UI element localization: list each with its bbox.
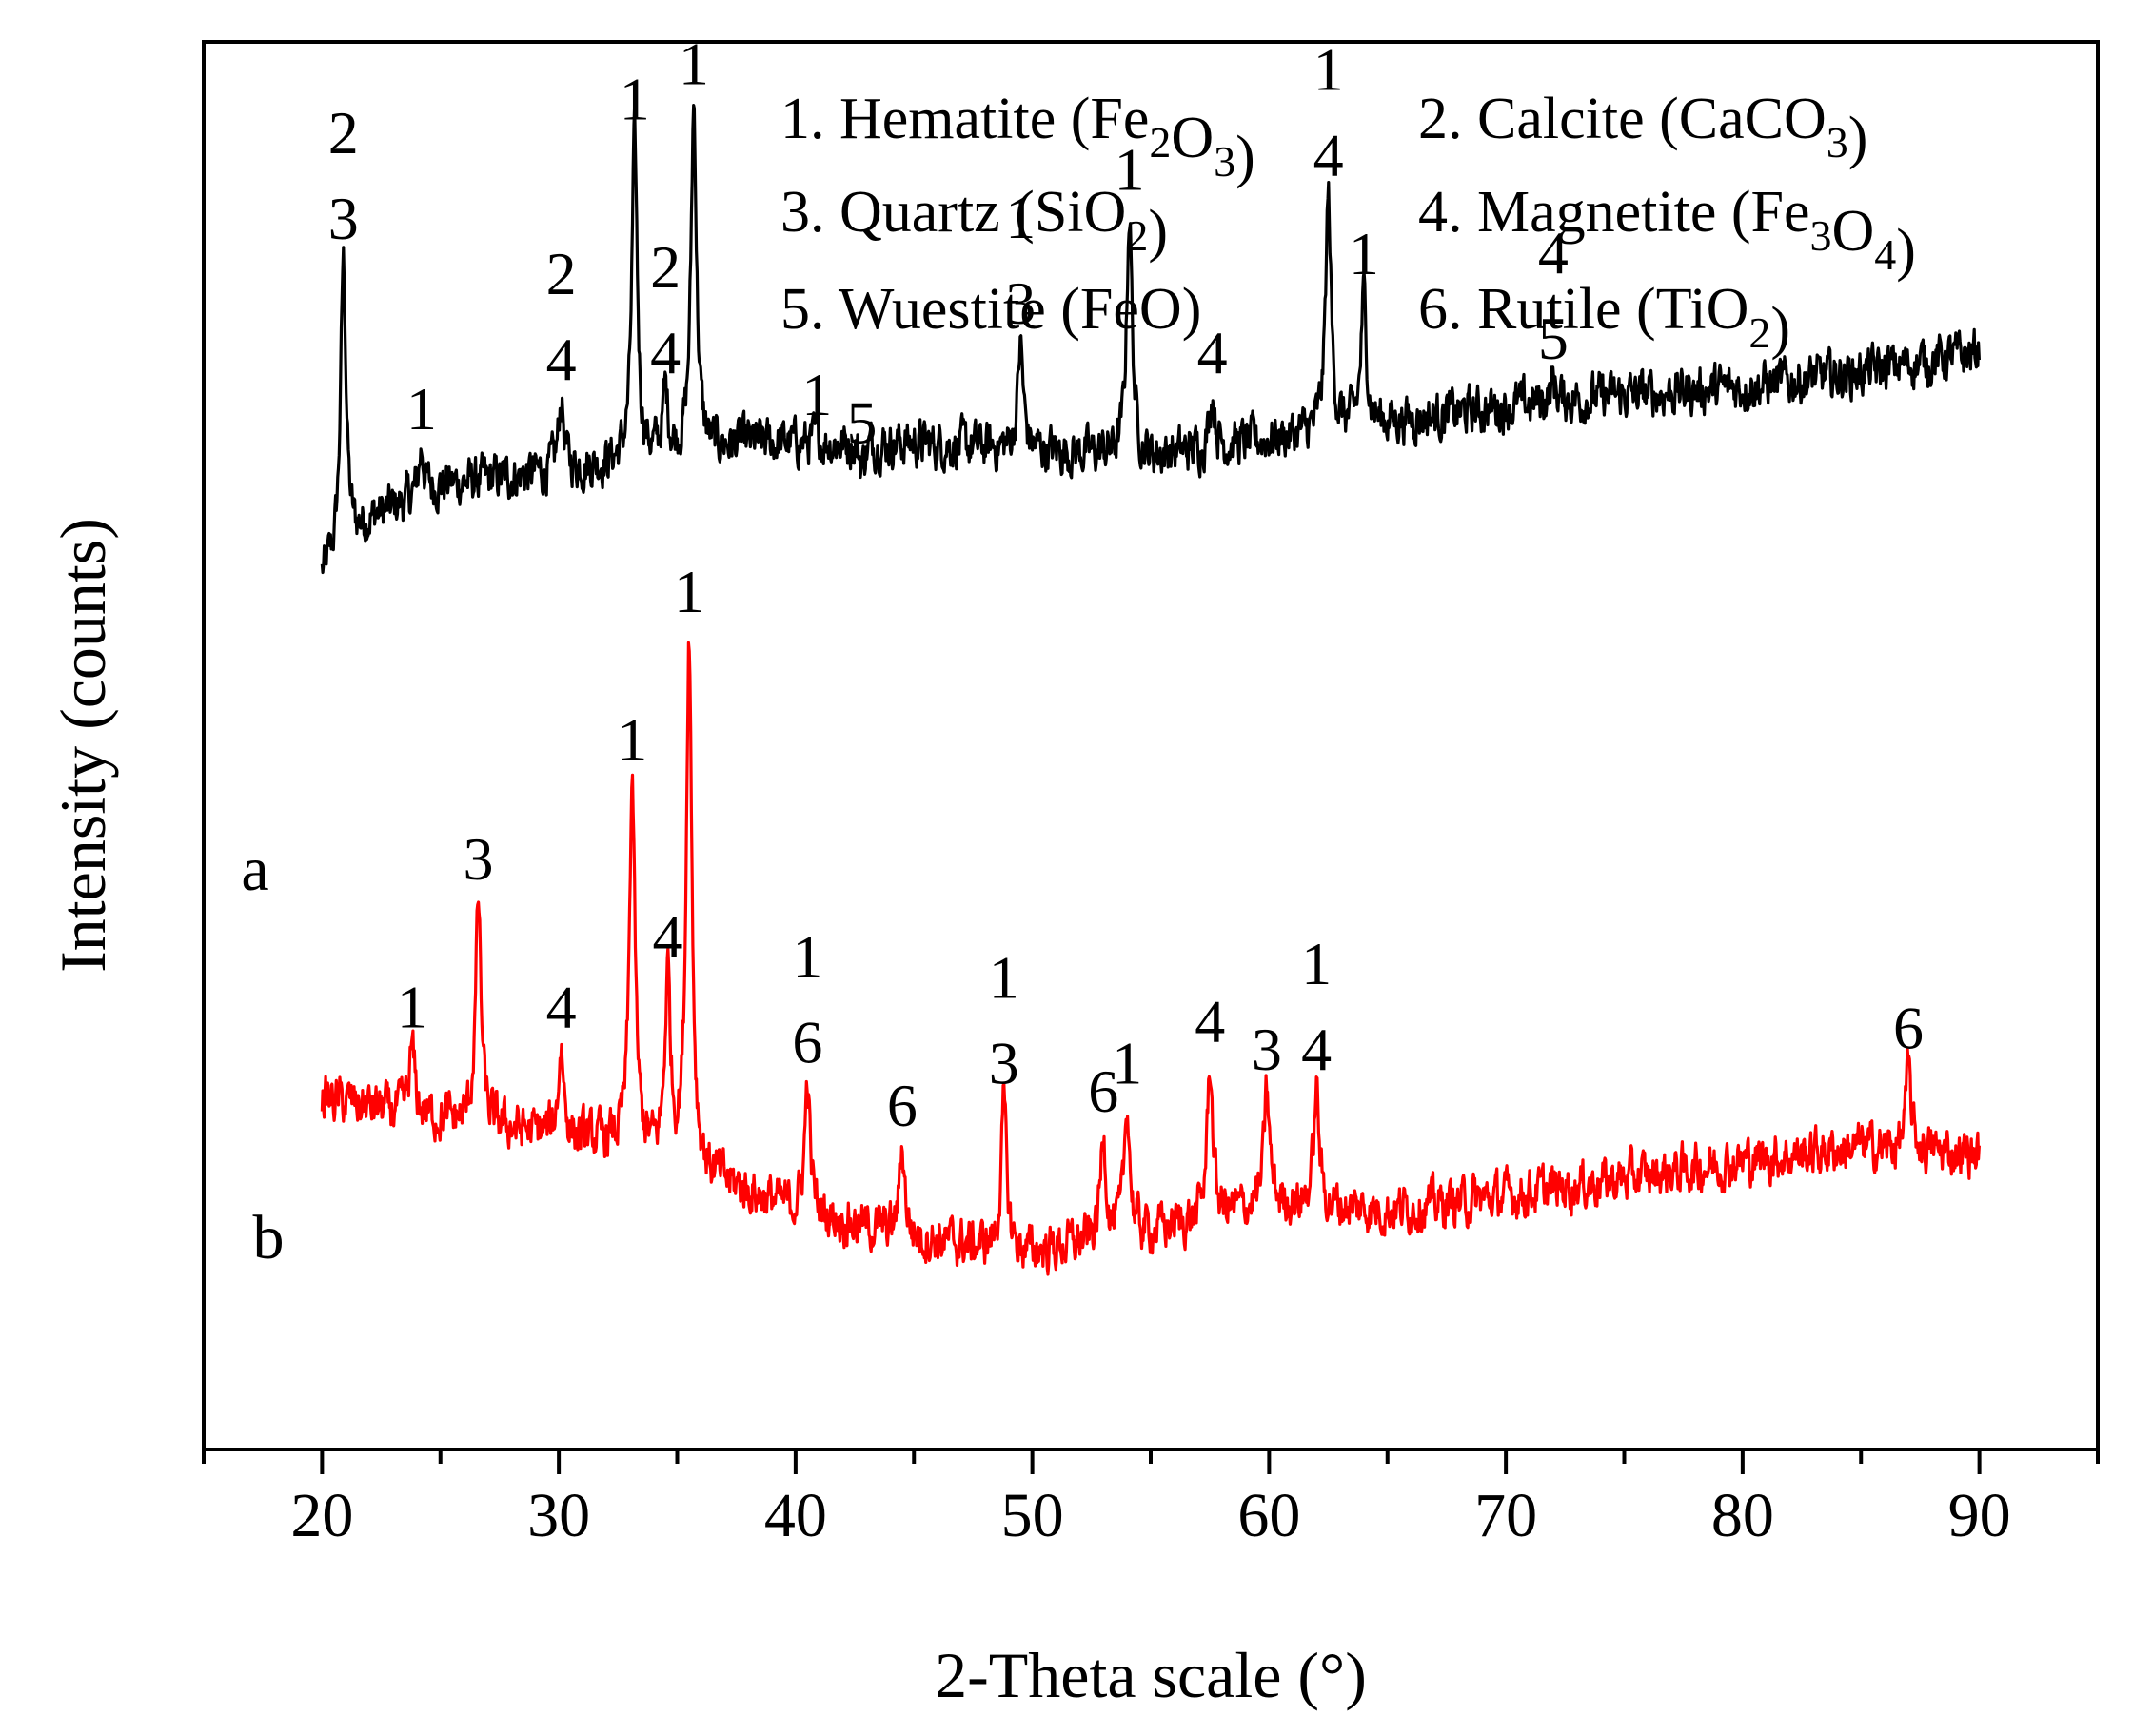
legend-close: ) <box>1148 199 1168 264</box>
legend-entry: 3. Quartz ( <box>780 180 1035 245</box>
peak-label: 2 <box>546 240 577 307</box>
peak-label: 3 <box>328 185 359 252</box>
peak-label: 4 <box>546 973 577 1040</box>
peak-label: 5 <box>847 389 878 457</box>
peak-label: 3 <box>464 825 494 893</box>
peak-label: 3 <box>1252 1016 1282 1083</box>
peak-label: 1 <box>1301 930 1332 997</box>
formula-part: CaCO <box>1679 87 1827 151</box>
peak-label: 4 <box>1538 219 1569 286</box>
formula-part: TiO <box>1656 277 1749 342</box>
formula-part: FeO <box>1080 277 1182 342</box>
formula-part: O <box>1171 106 1214 170</box>
peak-label: 1 <box>620 66 650 133</box>
peak-label: 2 <box>650 233 681 301</box>
peak-label: 1 <box>679 30 709 98</box>
legend: 1. Hematite (Fe2O3)2. Calcite (CaCO3) 3. … <box>780 87 1916 361</box>
formula-part: O <box>1832 199 1875 264</box>
peak-label: 4 <box>1197 319 1228 386</box>
legend-close: ) <box>1182 277 1202 342</box>
peak-label: 3 <box>1005 269 1036 337</box>
peak-label: 1 <box>1349 220 1379 287</box>
y-axis-title: Intensity (counts) <box>47 518 119 973</box>
peak-label: 3 <box>989 1030 1019 1097</box>
legend-close: ) <box>1848 106 1868 170</box>
legend-entry: 1. Hematite ( <box>780 87 1090 151</box>
peak-label: 1 <box>1005 184 1036 251</box>
peak-label: 4 <box>1313 122 1344 189</box>
peak-label: 1 <box>397 973 427 1040</box>
legend-close: ) <box>1235 125 1255 189</box>
peak-label: 1 <box>989 944 1019 1012</box>
peak-label: 2 <box>328 99 359 167</box>
x-tick-label: 60 <box>1237 1481 1300 1550</box>
peak-label: 6 <box>887 1072 918 1139</box>
peak-label: 4 <box>1195 987 1225 1055</box>
peak-label: 4 <box>546 326 577 393</box>
legend-close: ) <box>1770 296 1790 361</box>
series-label-b: b <box>253 1203 285 1272</box>
peak-label: 1 <box>1313 36 1344 104</box>
legend-entry: 2. Calcite ( <box>1418 87 1679 151</box>
x-axis-ticks <box>202 1450 2100 1474</box>
legend-entry: 4. Magnetite ( <box>1418 180 1751 245</box>
peak-label: 4 <box>1301 1016 1332 1083</box>
peak-label: 5 <box>1538 305 1569 372</box>
legend-entry: 6. Rutile ( <box>1418 277 1656 342</box>
formula-part: 3 <box>1827 118 1848 167</box>
peak-label: 6 <box>792 1008 822 1075</box>
x-tick-label: 90 <box>1948 1481 2011 1550</box>
peak-label: 6 <box>1088 1057 1118 1125</box>
x-axis-tick-labels: 20 30 40 50 60 70 80 90 <box>290 1481 2010 1550</box>
formula-part: SiO <box>1035 180 1126 245</box>
peak-label: 1 <box>792 922 822 990</box>
peak-label: 1 <box>1115 135 1145 203</box>
series-line-b <box>320 641 1981 1276</box>
peak-label: 1 <box>1112 1030 1142 1097</box>
peak-label: 4 <box>650 319 681 386</box>
x-tick-label: 20 <box>290 1481 353 1550</box>
series-layer <box>320 104 1981 1276</box>
formula-part: 3 <box>1810 211 1832 260</box>
peak-label: 6 <box>1893 995 1924 1062</box>
peak-label: 4 <box>653 903 683 971</box>
x-tick-label: 30 <box>527 1481 590 1550</box>
x-tick-label: 50 <box>1001 1481 1064 1550</box>
legend-close: ) <box>1896 218 1916 283</box>
series-labels: ab <box>241 835 284 1272</box>
series-label-a: a <box>241 835 268 904</box>
formula-part: 2 <box>1126 211 1148 260</box>
legend-entry: 5. Wuestite ( <box>780 277 1080 342</box>
peak-label: 1 <box>406 375 437 443</box>
x-tick-label: 70 <box>1474 1481 1537 1550</box>
formula-part: 2 <box>1748 308 1770 357</box>
formula-part: Fe <box>1751 180 1810 245</box>
formula-part: 4 <box>1874 230 1896 279</box>
x-axis-title: 2-Theta scale (°) <box>935 1639 1367 1711</box>
formula-part: 3 <box>1214 137 1235 186</box>
formula-part: 2 <box>1149 118 1171 167</box>
peak-label: 1 <box>617 705 647 773</box>
formula-part: Fe <box>1090 87 1149 151</box>
x-tick-label: 80 <box>1711 1481 1774 1550</box>
peak-label: 1 <box>674 558 704 625</box>
peak-label: 1 <box>801 361 832 428</box>
x-tick-label: 40 <box>764 1481 827 1550</box>
series-line-a <box>320 104 1981 575</box>
